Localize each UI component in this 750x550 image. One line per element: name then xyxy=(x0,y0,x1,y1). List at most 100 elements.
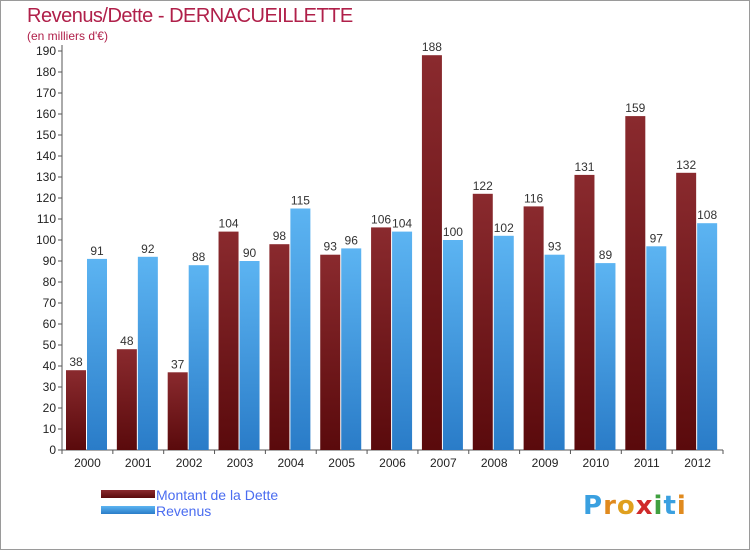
value-label-dette: 48 xyxy=(120,334,134,348)
bar-revenus xyxy=(595,263,616,450)
x-tick-label: 2000 xyxy=(74,456,101,470)
bar-revenus xyxy=(697,223,718,450)
y-tick-label: 180 xyxy=(36,65,56,79)
y-tick-label: 20 xyxy=(43,401,57,415)
bar-revenus xyxy=(137,256,158,450)
y-tick-label: 100 xyxy=(36,233,56,247)
y-tick-label: 60 xyxy=(43,317,57,331)
bar-revenus xyxy=(544,254,565,450)
value-label-revenus: 91 xyxy=(90,244,104,258)
bar-dette xyxy=(167,372,188,450)
bar-dette xyxy=(269,244,290,450)
bar-dette xyxy=(116,349,137,450)
x-tick-label: 2005 xyxy=(328,456,355,470)
bar-dette xyxy=(625,116,646,450)
value-label-revenus: 89 xyxy=(599,248,613,262)
value-label-dette: 188 xyxy=(422,40,442,54)
y-tick-label: 190 xyxy=(36,44,56,58)
value-label-revenus: 100 xyxy=(443,225,463,239)
value-label-revenus: 104 xyxy=(392,217,412,231)
value-label-revenus: 90 xyxy=(243,246,257,260)
y-tick-label: 40 xyxy=(43,359,57,373)
chart-subtitle: (en milliers d'€) xyxy=(27,29,108,43)
x-tick-label: 2010 xyxy=(583,456,610,470)
x-tick-label: 2008 xyxy=(481,456,508,470)
x-tick-label: 2007 xyxy=(430,456,457,470)
y-tick-label: 110 xyxy=(37,212,56,226)
logo-letter: t xyxy=(663,491,677,521)
axes: 0 10 20 30 40 50 60 70 80 90 100 110 120 130 140 150 160… xyxy=(36,44,724,457)
value-label-dette: 104 xyxy=(219,217,239,231)
bar-dette xyxy=(371,227,392,450)
value-label-dette: 93 xyxy=(324,240,338,254)
x-tick-label: 2004 xyxy=(277,456,304,470)
value-label-dette: 38 xyxy=(69,355,83,369)
bar-dette xyxy=(472,193,493,451)
bar-dette xyxy=(676,172,697,451)
logo-letter: o xyxy=(616,491,636,521)
value-label-dette: 122 xyxy=(473,179,493,193)
proxiti-logo: Proxiti xyxy=(583,491,687,521)
x-tick-label: 2003 xyxy=(227,456,254,470)
x-tick-label: 2006 xyxy=(379,456,406,470)
bar-revenus xyxy=(239,261,260,450)
bar-dette xyxy=(218,231,239,450)
value-label-dette: 98 xyxy=(273,229,287,243)
chart-title: Revenus/Dette - DERNACUEILLETTE xyxy=(27,5,353,27)
bar-dette xyxy=(421,55,442,450)
value-label-revenus: 102 xyxy=(494,221,514,235)
bar-revenus xyxy=(87,258,107,450)
legend-label-dette: Montant de la Dette xyxy=(156,487,279,503)
x-tick-label: 2002 xyxy=(176,456,203,470)
bar-revenus xyxy=(290,208,311,450)
legend-label-revenus: Revenus xyxy=(156,503,212,519)
value-label-revenus: 96 xyxy=(345,233,359,247)
value-label-dette: 132 xyxy=(676,158,696,172)
y-tick-label: 170 xyxy=(36,86,56,100)
logo-letter: x xyxy=(635,491,654,521)
y-tick-label: 80 xyxy=(43,275,57,289)
legend-swatch-dette xyxy=(101,490,155,498)
x-tick-label: 2011 xyxy=(634,456,660,470)
bar-revenus xyxy=(392,231,413,450)
y-tick-label: 140 xyxy=(36,149,56,163)
logo-letter: i xyxy=(653,491,664,521)
bars xyxy=(66,55,718,451)
x-tick-label: 2001 xyxy=(125,456,152,470)
bar-revenus xyxy=(493,235,514,450)
y-tick-label: 150 xyxy=(36,128,56,142)
value-label-dette: 106 xyxy=(371,212,391,226)
logo-letter: r xyxy=(603,491,617,521)
y-tick-label: 160 xyxy=(36,107,56,121)
bar-dette xyxy=(320,254,341,450)
labels: 2000 38 91 2001 48 92 2002 37 88 2003 104 90 2004 98 1… xyxy=(69,40,717,470)
bar-dette xyxy=(523,206,544,450)
value-label-dette: 159 xyxy=(625,101,645,115)
x-tick-label: 2012 xyxy=(684,456,711,470)
value-label-dette: 116 xyxy=(524,191,543,205)
value-label-revenus: 97 xyxy=(650,231,664,245)
y-tick-label: 70 xyxy=(43,296,57,310)
y-tick-label: 50 xyxy=(43,338,57,352)
value-label-revenus: 115 xyxy=(291,194,310,208)
x-tick-label: 2009 xyxy=(532,456,559,470)
value-label-revenus: 88 xyxy=(192,250,206,264)
bar-revenus xyxy=(646,246,667,450)
y-tick-label: 0 xyxy=(49,443,56,457)
y-tick-label: 30 xyxy=(43,380,57,394)
y-tick-label: 10 xyxy=(43,422,57,436)
logo-letter: i xyxy=(676,491,687,521)
value-label-revenus: 92 xyxy=(141,242,155,256)
value-label-revenus: 108 xyxy=(697,208,717,222)
value-label-dette: 37 xyxy=(171,357,185,371)
bar-dette xyxy=(574,174,595,450)
y-tick-label: 120 xyxy=(36,191,56,205)
bar-revenus xyxy=(188,265,209,450)
y-tick-label: 130 xyxy=(36,170,56,184)
logo-letter: P xyxy=(583,491,604,521)
y-tick-label: 90 xyxy=(43,254,57,268)
bar-revenus xyxy=(442,240,463,450)
bar-revenus xyxy=(341,248,362,450)
